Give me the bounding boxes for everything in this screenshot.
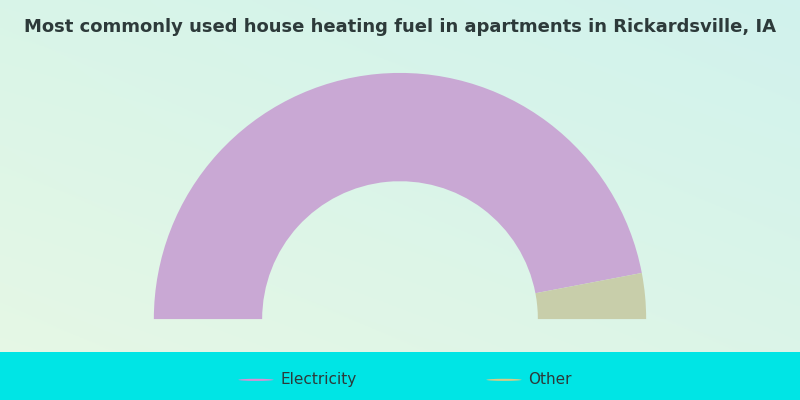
Circle shape	[486, 379, 522, 381]
Wedge shape	[535, 273, 646, 319]
Text: Other: Other	[528, 372, 571, 387]
Text: Electricity: Electricity	[280, 372, 356, 387]
Text: Most commonly used house heating fuel in apartments in Rickardsville, IA: Most commonly used house heating fuel in…	[24, 18, 776, 36]
Wedge shape	[154, 73, 642, 319]
Circle shape	[238, 379, 274, 381]
